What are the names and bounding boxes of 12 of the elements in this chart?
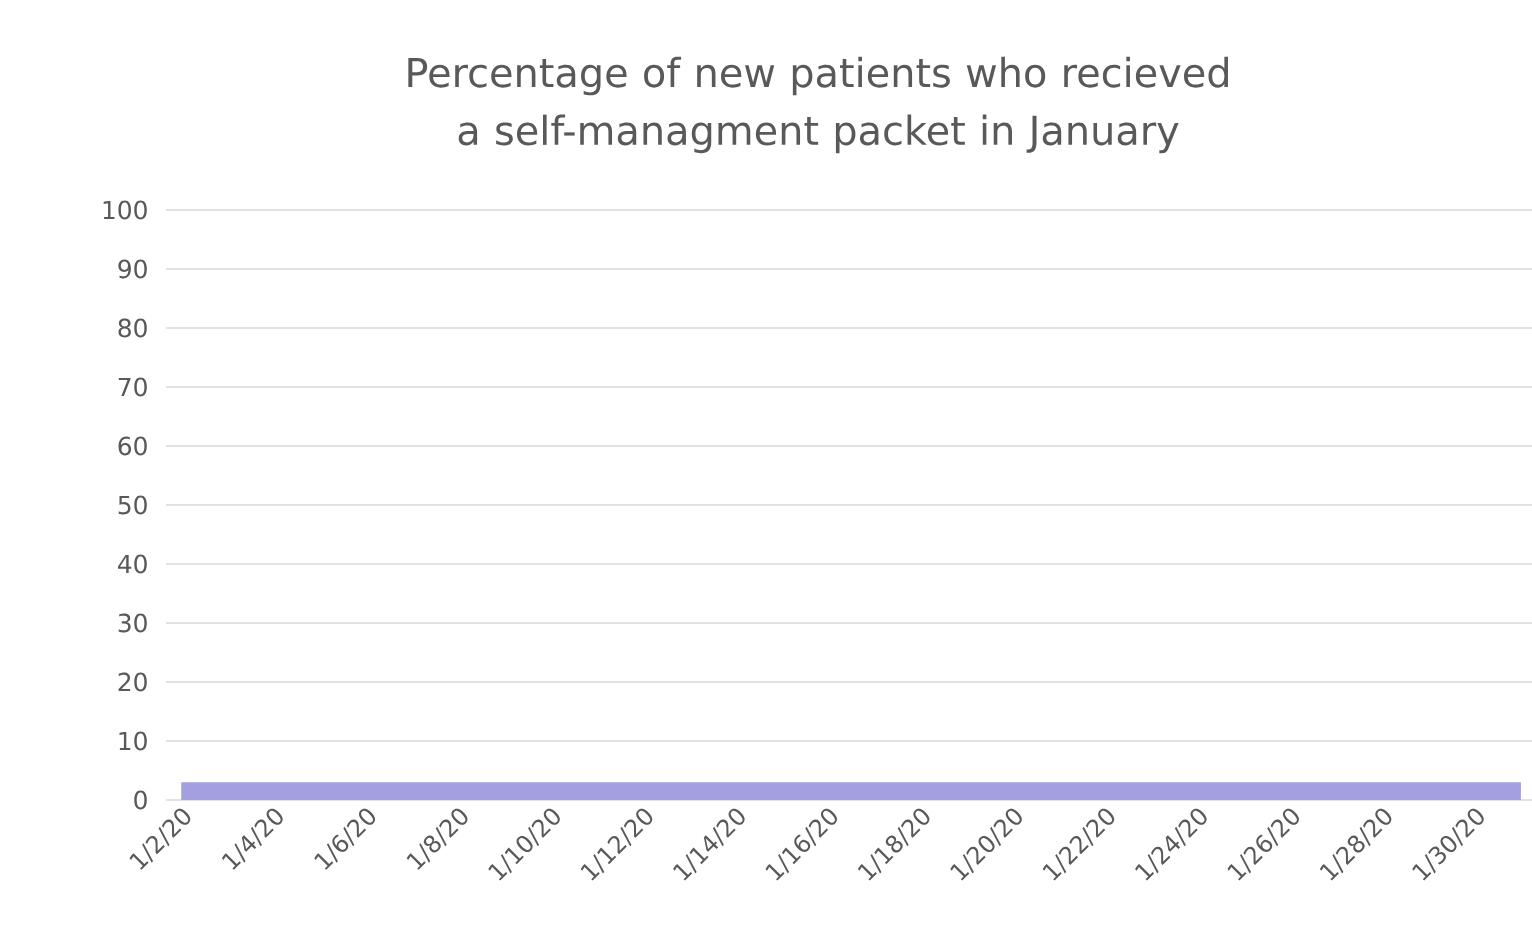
y-tick-label: 20 bbox=[118, 672, 147, 692]
y-tick-label: 50 bbox=[118, 495, 147, 515]
y-tick-label: 100 bbox=[103, 200, 147, 220]
chart-title: Percentage of new patients who recieved a self-managment packet in January bbox=[408, 56, 1228, 154]
y-tick-label: 80 bbox=[118, 318, 147, 338]
y-tick-label: 40 bbox=[118, 554, 147, 574]
y-tick-label: 10 bbox=[119, 731, 147, 751]
y-tick-label: 70 bbox=[118, 377, 147, 397]
y-tick-label: 90 bbox=[118, 259, 147, 279]
y-tick-label: 60 bbox=[118, 436, 147, 456]
y-tick-label: 0 bbox=[134, 790, 147, 810]
y-tick-label: 30 bbox=[118, 613, 147, 633]
